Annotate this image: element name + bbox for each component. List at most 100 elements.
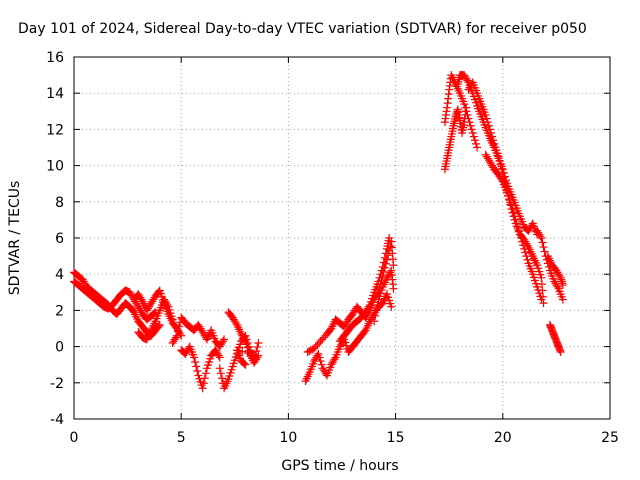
data-point [171,333,180,342]
data-point [518,237,527,246]
data-point [376,270,385,279]
data-point [556,348,565,357]
data-point [254,351,263,360]
data-point [370,317,379,326]
data-point [191,357,200,366]
data-point [379,258,388,267]
data-point [173,327,182,336]
data-point [372,306,381,315]
data-point [137,295,146,304]
data-point [512,219,521,228]
chart-title: Day 101 of 2024, Sidereal Day-to-day VTE… [18,21,587,37]
data-point [316,357,325,366]
data-point [155,320,164,329]
x-tick-label: 15 [387,430,405,446]
data-point [468,129,477,138]
data-point [253,353,262,362]
data-point [374,277,383,286]
data-point [220,335,229,344]
x-tick-label: 25 [601,430,619,446]
x-axis-label: GPS time / hours [281,458,398,474]
data-point [317,360,326,369]
data-point [472,139,480,148]
y-tick-label: 4 [55,267,64,283]
y-tick-label: 14 [46,86,64,102]
axis-ticks [73,56,611,420]
data-point [537,234,546,242]
y-tick-label: 12 [46,122,64,138]
y-tick-label: 10 [46,159,64,175]
data-point [373,300,382,309]
data-point [555,272,564,281]
data-point [497,164,506,173]
data-point [389,261,398,270]
data-point [231,319,240,328]
data-point [378,262,387,271]
data-point [507,201,516,210]
x-tick-label: 5 [177,430,186,446]
data-point [473,143,482,152]
data-point [539,243,548,252]
data-point [381,249,390,258]
data-point [489,136,498,145]
data-point [523,255,532,264]
data-point [540,247,549,256]
data-point [495,156,504,165]
data-point [519,241,528,250]
x-tick-label: 20 [494,430,512,446]
data-point [467,125,476,134]
y-tick-label: -2 [50,376,64,392]
y-tick-label: 0 [55,340,64,356]
data-point [536,232,545,241]
data-point [238,347,247,356]
y-tick-label: 2 [55,303,64,319]
x-tick-label: 0 [70,430,79,446]
data-point [240,359,249,368]
data-point [513,223,522,232]
data-point [521,248,530,257]
data-point [249,350,258,359]
data-point [315,353,324,362]
data-point [216,369,225,378]
data-point [510,212,519,221]
y-tick-label: 16 [46,50,64,66]
data-point [487,129,496,138]
data-point [215,353,224,362]
data-point [511,215,520,224]
data-point [380,253,389,262]
data-point [364,302,373,311]
data-point [200,374,209,383]
data-point [217,374,226,383]
data-point [314,349,323,358]
data-point [460,100,469,109]
data-point [330,355,339,364]
data-point [219,337,228,346]
data-point [508,205,517,214]
data-point [537,295,546,304]
data-point [201,369,210,378]
data-point [488,132,497,141]
y-tick-label: 6 [55,231,64,247]
data-point [377,266,386,275]
data-point [463,76,472,85]
data-point [469,132,478,141]
data-point [170,335,179,344]
y-tick-label: 8 [55,195,64,211]
data-point [465,118,474,127]
data-point [514,226,523,235]
data-point [485,125,494,134]
y-axis-label: SDTVAR / TECUs [7,181,23,296]
y-tick-labels: -4 -2 0 2 4 6 8 10 12 14 16 [46,50,64,428]
data-point [463,110,472,119]
data-point [462,107,471,116]
data-point [371,311,380,320]
data-point [175,322,184,331]
data-point [163,300,172,309]
data-point [484,121,493,130]
data-point [385,234,394,242]
data-point [515,230,524,239]
data-point [558,281,567,290]
data-point [553,282,562,291]
data-point [172,331,181,340]
